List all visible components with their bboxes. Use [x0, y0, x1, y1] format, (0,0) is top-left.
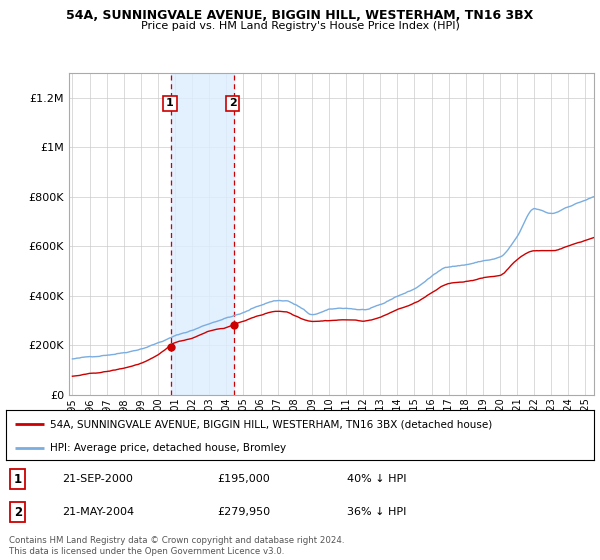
Text: Price paid vs. HM Land Registry's House Price Index (HPI): Price paid vs. HM Land Registry's House …	[140, 21, 460, 31]
Text: 2: 2	[229, 99, 236, 109]
Text: 1: 1	[166, 99, 174, 109]
Text: 40% ↓ HPI: 40% ↓ HPI	[347, 474, 407, 484]
Text: 1: 1	[14, 473, 22, 486]
Bar	[171, 73, 233, 395]
Text: £279,950: £279,950	[218, 507, 271, 517]
Text: 2: 2	[14, 506, 22, 519]
Text: 21-MAY-2004: 21-MAY-2004	[62, 507, 134, 517]
Text: Contains HM Land Registry data © Crown copyright and database right 2024.
This d: Contains HM Land Registry data © Crown c…	[9, 536, 344, 556]
Text: £195,000: £195,000	[218, 474, 271, 484]
Text: HPI: Average price, detached house, Bromley: HPI: Average price, detached house, Brom…	[50, 443, 286, 452]
Text: 21-SEP-2000: 21-SEP-2000	[62, 474, 133, 484]
Text: 54A, SUNNINGVALE AVENUE, BIGGIN HILL, WESTERHAM, TN16 3BX: 54A, SUNNINGVALE AVENUE, BIGGIN HILL, WE…	[67, 9, 533, 22]
Text: 54A, SUNNINGVALE AVENUE, BIGGIN HILL, WESTERHAM, TN16 3BX (detached house): 54A, SUNNINGVALE AVENUE, BIGGIN HILL, WE…	[50, 419, 493, 429]
Text: 36% ↓ HPI: 36% ↓ HPI	[347, 507, 406, 517]
